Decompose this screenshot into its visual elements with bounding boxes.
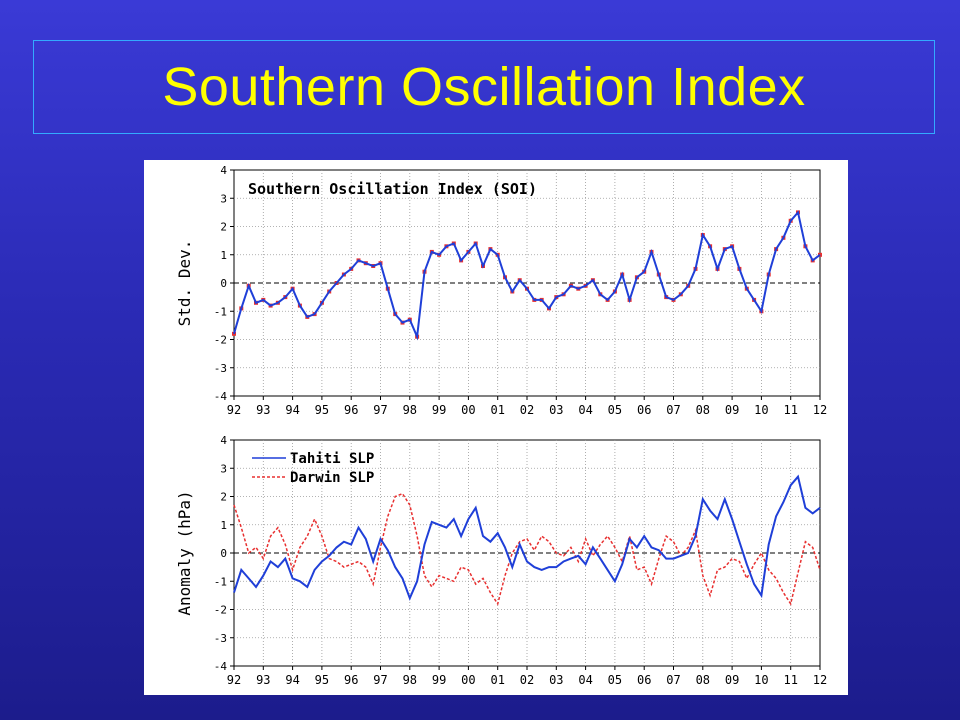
soi-figure-svg: 92 93 94 95 96 97 98 99 00 01 02 03 04 05 06 07 08 09 10 11… bbox=[175, 164, 827, 687]
x-tick-label: 99 bbox=[432, 673, 446, 687]
x-tick-label: 95 bbox=[315, 673, 329, 687]
x-tick-label: 08 bbox=[696, 403, 710, 417]
y-tick-label: 3 bbox=[220, 192, 227, 205]
y-tick-label: -4 bbox=[214, 390, 228, 403]
y-tick-label: -2 bbox=[214, 604, 227, 617]
y-tick-label: -3 bbox=[214, 362, 227, 375]
x-tick-label: 97 bbox=[373, 403, 387, 417]
soi-panel: 92 93 94 95 96 97 98 99 00 01 02 03 04 05 06 07 08 09 10 11… bbox=[175, 164, 827, 417]
anomaly-legend: Tahiti SLP Darwin SLP bbox=[252, 451, 374, 486]
x-tick-label: 04 bbox=[578, 403, 592, 417]
x-tick-label: 99 bbox=[432, 403, 446, 417]
x-tick-label: 00 bbox=[461, 673, 475, 687]
y-tick-label: 0 bbox=[220, 277, 227, 290]
y-tick-label: 1 bbox=[220, 249, 227, 262]
x-tick-label: 05 bbox=[608, 403, 622, 417]
slide-title-box: Southern Oscillation Index bbox=[33, 40, 935, 134]
x-tick-label: 07 bbox=[666, 403, 680, 417]
x-tick-label: 11 bbox=[783, 673, 797, 687]
x-tick-label: 97 bbox=[373, 673, 387, 687]
x-tick-label: 07 bbox=[666, 673, 680, 687]
x-tick-label: 94 bbox=[285, 673, 299, 687]
y-tick-label: 2 bbox=[220, 491, 227, 504]
x-tick-label: 08 bbox=[696, 673, 710, 687]
x-tick-label: 98 bbox=[403, 673, 417, 687]
tahiti-slp-line bbox=[233, 474, 821, 601]
x-tick-label: 09 bbox=[725, 403, 739, 417]
legend-darwin-label: Darwin SLP bbox=[290, 470, 374, 486]
y-tick-label: 3 bbox=[220, 462, 227, 475]
x-tick-label: 94 bbox=[285, 403, 299, 417]
y-tick-label: -3 bbox=[214, 632, 227, 645]
anomaly-y-axis-label: Anomaly (hPa) bbox=[175, 490, 194, 615]
darwin-slp-line bbox=[233, 492, 821, 606]
soi-gridlines bbox=[234, 170, 820, 396]
y-tick-label: 2 bbox=[220, 221, 227, 234]
y-tick-label: -4 bbox=[214, 660, 228, 673]
slide-title: Southern Oscillation Index bbox=[162, 57, 806, 117]
x-tick-label: 93 bbox=[256, 673, 270, 687]
soi-series-group bbox=[232, 210, 822, 341]
x-tick-label: 00 bbox=[461, 403, 475, 417]
x-tick-label: 93 bbox=[256, 403, 270, 417]
soi-y-axis-label: Std. Dev. bbox=[175, 240, 194, 327]
x-tick-label: 12 bbox=[813, 673, 827, 687]
x-tick-label: 95 bbox=[315, 403, 329, 417]
y-tick-label: 0 bbox=[220, 547, 227, 560]
x-tick-label: 03 bbox=[549, 673, 563, 687]
x-tick-label: 96 bbox=[344, 673, 358, 687]
anomaly-axis-ticks: 92 93 94 95 96 97 98 99 00 01 02 03 04 05 06 07 08 09 10 11… bbox=[214, 434, 827, 687]
x-tick-label: 03 bbox=[549, 403, 563, 417]
soi-series-line bbox=[233, 210, 821, 341]
x-tick-label: 01 bbox=[490, 403, 504, 417]
soi-figure: 92 93 94 95 96 97 98 99 00 01 02 03 04 05 06 07 08 09 10 11… bbox=[144, 160, 848, 695]
x-tick-label: 04 bbox=[578, 673, 592, 687]
x-tick-label: 01 bbox=[490, 673, 504, 687]
x-tick-label: 02 bbox=[520, 403, 534, 417]
x-tick-label: 05 bbox=[608, 673, 622, 687]
y-tick-label: -1 bbox=[214, 305, 227, 318]
x-tick-label: 96 bbox=[344, 403, 358, 417]
x-tick-label: 02 bbox=[520, 673, 534, 687]
x-tick-label: 92 bbox=[227, 673, 241, 687]
x-tick-label: 09 bbox=[725, 673, 739, 687]
soi-chart-title: Southern Oscillation Index (SOI) bbox=[248, 180, 537, 198]
x-tick-label: 11 bbox=[783, 403, 797, 417]
x-tick-label: 10 bbox=[754, 403, 768, 417]
legend-tahiti-label: Tahiti SLP bbox=[290, 451, 374, 467]
x-tick-label: 10 bbox=[754, 673, 768, 687]
anomaly-series-group bbox=[233, 474, 821, 606]
soi-data-point bbox=[818, 252, 822, 257]
soi-axis-ticks: 92 93 94 95 96 97 98 99 00 01 02 03 04 05 06 07 08 09 10 11… bbox=[214, 164, 827, 417]
x-tick-label: 98 bbox=[403, 403, 417, 417]
x-tick-label: 06 bbox=[637, 673, 651, 687]
x-tick-label: 06 bbox=[637, 403, 651, 417]
anomaly-panel: 92 93 94 95 96 97 98 99 00 01 02 03 04 05 06 07 08 09 10 11… bbox=[175, 434, 827, 687]
y-tick-label: 4 bbox=[220, 434, 227, 447]
x-tick-label: 12 bbox=[813, 403, 827, 417]
y-tick-label: 1 bbox=[220, 519, 227, 532]
x-tick-label: 92 bbox=[227, 403, 241, 417]
y-tick-label: -2 bbox=[214, 334, 227, 347]
y-tick-label: 4 bbox=[220, 164, 227, 177]
y-tick-label: -1 bbox=[214, 575, 227, 588]
